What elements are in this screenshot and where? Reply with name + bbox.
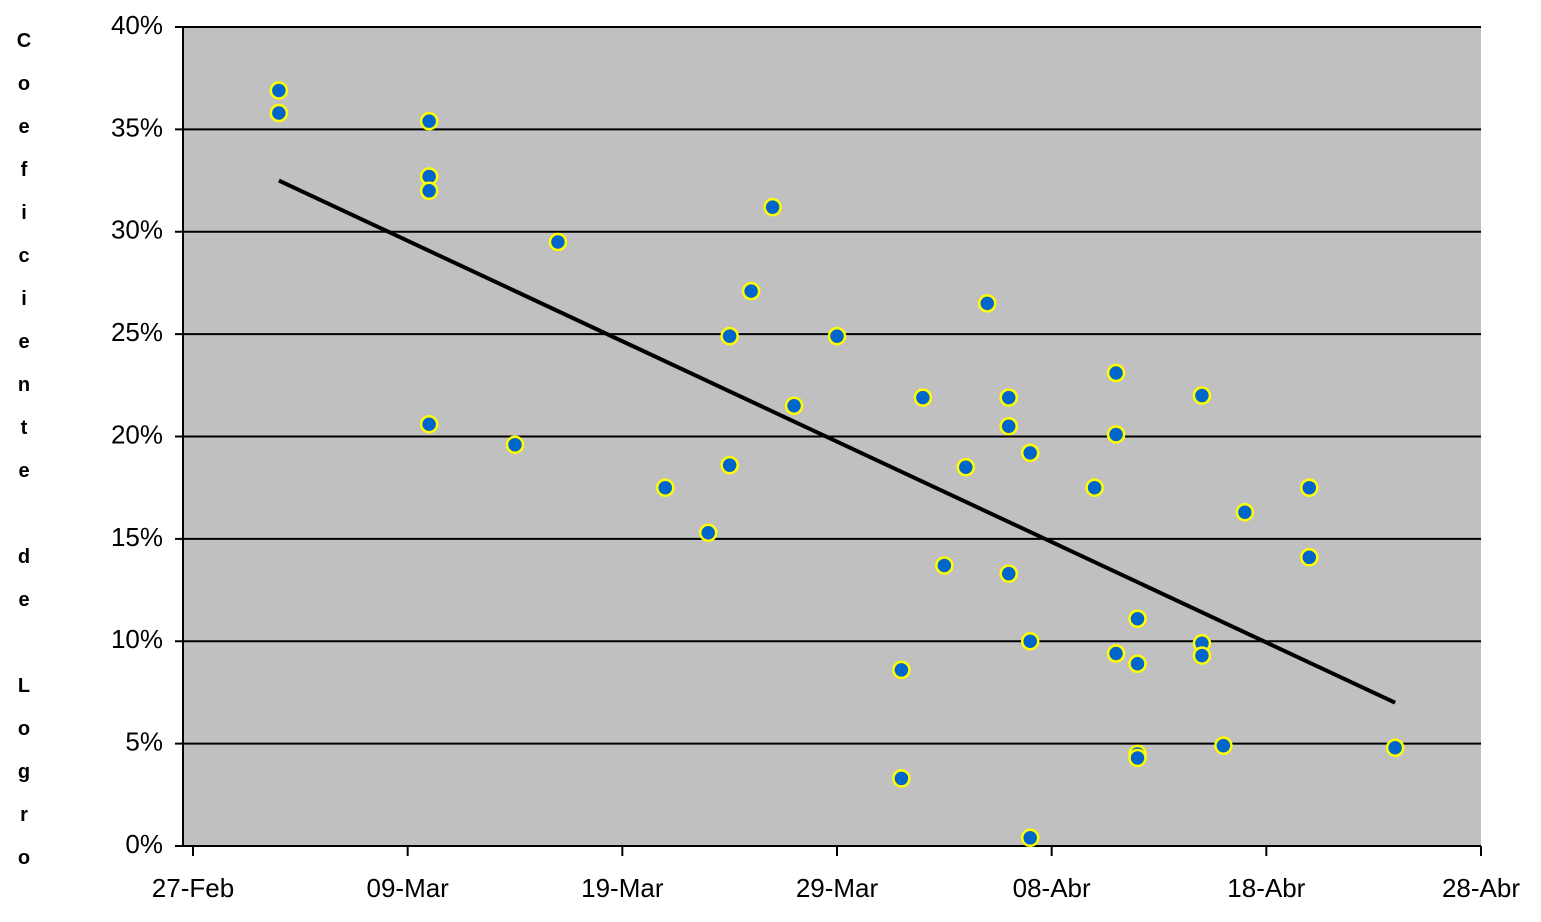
point [269, 103, 289, 123]
point [419, 181, 439, 201]
point [698, 523, 718, 542]
y-tick-label: 30% [111, 215, 163, 245]
y-tick-label: 35% [111, 112, 163, 142]
point [1128, 609, 1147, 628]
point [999, 564, 1018, 583]
point [419, 111, 439, 131]
point [892, 660, 911, 680]
y-axis-label: Coeficiente de Logro [13, 30, 35, 890]
point [978, 294, 997, 313]
x-tick-label: 09-Mar [366, 873, 449, 903]
x-tick-label: 29-Mar [796, 873, 879, 903]
y-tick-label: 25% [111, 317, 163, 347]
point [720, 455, 739, 475]
y-tick-label: 40% [111, 10, 163, 40]
point [1235, 503, 1255, 522]
point [1106, 644, 1126, 663]
point [1020, 443, 1040, 463]
x-tick-label: 27-Feb [152, 873, 234, 903]
point [1106, 363, 1126, 383]
y-tick-label: 10% [111, 624, 163, 654]
point [1106, 425, 1126, 444]
point [935, 556, 954, 575]
point [763, 197, 782, 217]
point [1214, 736, 1233, 755]
point [548, 232, 568, 252]
y-tick-label: 15% [111, 522, 163, 552]
x-tick-label: 28-Abr [1442, 873, 1520, 903]
point [269, 81, 289, 100]
point [1300, 478, 1319, 497]
point [1192, 386, 1212, 405]
point [1385, 738, 1405, 757]
x-tick-label: 18-Abr [1227, 873, 1305, 903]
point [999, 388, 1018, 407]
point [505, 435, 525, 454]
x-tick-label: 08-Abr [1013, 873, 1091, 903]
point [1300, 548, 1319, 567]
point [741, 281, 761, 301]
point [956, 457, 976, 477]
point [419, 414, 439, 434]
y-tick-label: 5% [125, 727, 163, 757]
point [1020, 828, 1040, 848]
point [892, 769, 911, 788]
y-tick-label: 0% [125, 829, 163, 859]
x-tick-label: 19-Mar [581, 873, 664, 903]
point [913, 388, 933, 407]
point [999, 417, 1018, 436]
trend-line [278, 178, 1396, 705]
y-tick-label: 20% [111, 419, 163, 449]
point [784, 396, 804, 416]
point [720, 326, 739, 346]
point [827, 326, 847, 346]
point [1128, 654, 1147, 674]
point [1128, 748, 1147, 768]
point [1020, 632, 1040, 651]
point [1085, 478, 1104, 497]
point [1192, 646, 1212, 665]
point [656, 478, 675, 497]
